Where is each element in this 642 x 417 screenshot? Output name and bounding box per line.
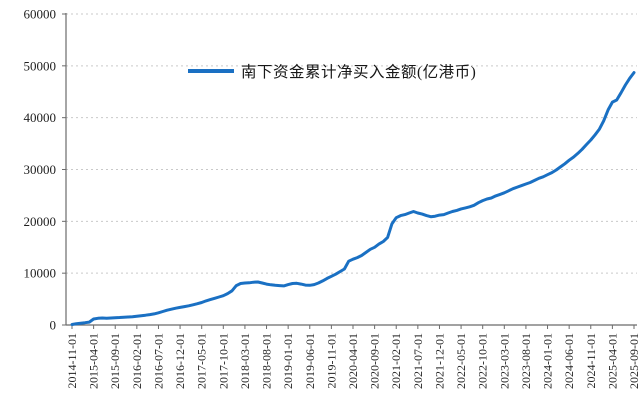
x-tick-label: 2017-05-01 <box>195 333 209 389</box>
y-tick-label: 10000 <box>24 266 57 281</box>
x-tick-label: 2016-12-01 <box>173 333 187 389</box>
y-tick-label: 20000 <box>24 214 57 229</box>
x-tick-label: 2017-10-01 <box>216 333 230 389</box>
x-tick-label: 2024-06-01 <box>562 333 576 389</box>
x-tick-label: 2024-01-01 <box>541 333 555 389</box>
x-tick-label: 2021-12-01 <box>432 333 446 389</box>
x-tick-label: 2015-09-01 <box>108 333 122 389</box>
x-tick-label: 2021-02-01 <box>389 333 403 389</box>
x-tick-label: 2022-05-01 <box>454 333 468 389</box>
y-tick-label: 60000 <box>24 7 57 22</box>
legend-line-swatch <box>188 69 234 73</box>
series-line-southbound-cumulative <box>70 71 636 326</box>
x-tick-label: 2020-09-01 <box>368 333 382 389</box>
y-tick-label: 40000 <box>24 110 57 125</box>
x-tick-label: 2024-11-01 <box>584 333 598 389</box>
x-tick-label: 2018-03-01 <box>238 333 252 389</box>
x-tick-label: 2015-04-01 <box>87 333 101 389</box>
x-tick-label: 2020-04-01 <box>346 333 360 389</box>
x-tick-label: 2018-08-01 <box>260 333 274 389</box>
x-tick-label: 2022-10-01 <box>476 333 490 389</box>
y-tick-label: 30000 <box>24 162 57 177</box>
y-tick-label: 0 <box>50 318 57 333</box>
chart-legend: 南下资金累计净买入金额(亿港币) <box>188 60 476 82</box>
x-tick-label: 2025-09-01 <box>627 333 641 389</box>
x-tick-label: 2019-11-01 <box>324 333 338 389</box>
x-tick-label: 2016-07-01 <box>151 333 165 389</box>
x-tick-label: 2019-06-01 <box>303 333 317 389</box>
x-tick-label: 2016-02-01 <box>130 333 144 389</box>
x-tick-label: 2019-01-01 <box>281 333 295 389</box>
x-tick-label: 2014-11-01 <box>65 333 79 389</box>
x-tick-label: 2025-04-01 <box>605 333 619 389</box>
legend-series-label: 南下资金累计净买入金额(亿港币) <box>241 64 477 81</box>
x-tick-label: 2023-08-01 <box>519 333 533 389</box>
x-tick-label: 2023-03-01 <box>497 333 511 389</box>
y-tick-label: 50000 <box>24 58 57 73</box>
x-tick-label: 2021-07-01 <box>411 333 425 389</box>
